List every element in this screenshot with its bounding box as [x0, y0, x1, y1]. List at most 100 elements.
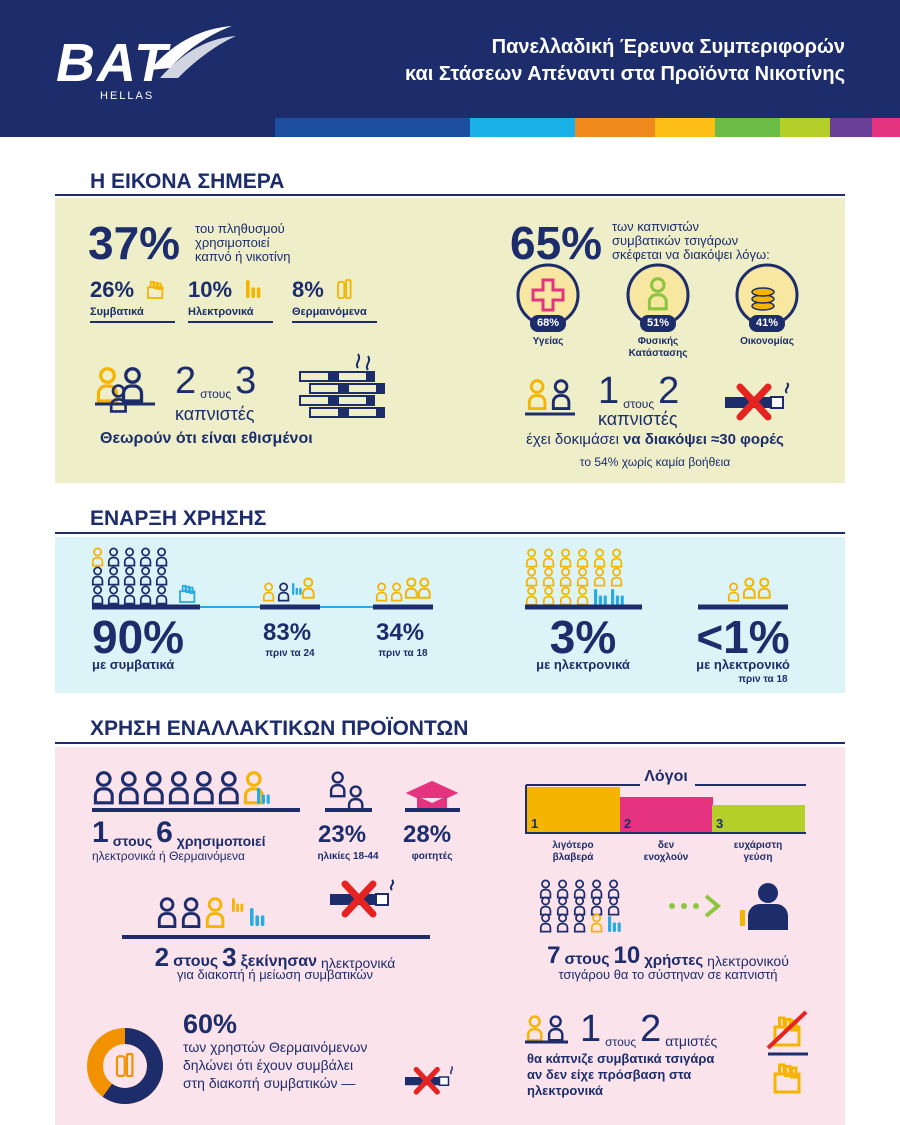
reason-bar [620, 797, 713, 833]
label: λιγότερο [552, 840, 594, 851]
person-head [544, 548, 554, 558]
person-body [123, 594, 136, 605]
text-row: 1 στους 2 [598, 372, 679, 410]
person-icon [139, 566, 152, 586]
person-head [561, 567, 571, 577]
person-head [141, 585, 151, 595]
person-head [120, 771, 137, 787]
logo-sub: HELLAS [100, 90, 155, 102]
person-head [592, 879, 602, 889]
person-icon [155, 585, 168, 605]
logo-swoosh [160, 36, 236, 78]
label: με ηλεκτρονικά [536, 657, 630, 672]
person-body [542, 557, 555, 568]
e-cig-part [236, 903, 239, 912]
no-smoking-icon [725, 382, 790, 421]
person-body [390, 591, 403, 602]
person-icon [610, 548, 623, 568]
person-body [527, 394, 547, 411]
person-icon [573, 879, 586, 899]
person-head [553, 379, 569, 394]
person-icon [218, 771, 239, 805]
label: γεύση [743, 852, 773, 863]
verb: χρήστες [644, 952, 704, 969]
reason-badge [530, 315, 566, 332]
heated-device [337, 280, 346, 299]
person-icon [742, 577, 756, 599]
person-icon [93, 771, 114, 805]
person-head [758, 883, 778, 903]
person-head [109, 585, 119, 595]
person-body [139, 575, 152, 586]
text-row: 7 στους 10 χρήστες ηλεκτρονικού [547, 942, 789, 969]
cigarette-pack-icon [773, 1063, 801, 1094]
numerator: 7 [547, 942, 561, 969]
title: ΧΡΗΣΗ ΕΝΑΛΛΑΚΤΙΚΩΝ ΠΡΟΪΟΝΤΩΝ [90, 717, 469, 740]
person-body [573, 905, 586, 916]
person-body [155, 594, 168, 605]
person-icon [347, 785, 364, 812]
e-cig-icon [292, 583, 302, 595]
person-icon [757, 577, 771, 599]
title: Η ΕΙΚΟΝΑ ΣΗΜΕΡΑ [90, 170, 285, 193]
person-icon [118, 771, 139, 805]
person-icon [610, 567, 623, 587]
cross [736, 383, 772, 421]
person-icon [205, 897, 225, 929]
person-head [612, 567, 622, 577]
person-body [559, 595, 572, 606]
label: ενοχλούν [643, 852, 689, 863]
person-head [93, 547, 103, 557]
person-head [157, 547, 167, 557]
value: 68% [536, 317, 560, 329]
person-body [590, 922, 603, 933]
pack-stick [790, 1066, 798, 1079]
section-bg [55, 198, 845, 483]
person-icon [607, 896, 620, 916]
cigarette-filter [366, 396, 374, 405]
cigarette-filter [328, 396, 336, 405]
person-icon [542, 586, 555, 606]
pack-stick [181, 584, 187, 593]
text-row: 2 στους 3 [175, 362, 256, 400]
logo-swoosh [150, 26, 232, 70]
denominator: 3 [222, 942, 237, 972]
e-cig-part [295, 587, 298, 595]
label: φοιτητές [411, 851, 453, 862]
label: πριν τα 18 [378, 648, 428, 659]
person-head [561, 586, 571, 596]
label: με συμβατικά [92, 657, 175, 672]
person-body [143, 787, 164, 805]
person-body [542, 595, 555, 606]
label: βλαβερά [552, 852, 594, 863]
person-body [757, 587, 771, 599]
person-head [99, 367, 116, 384]
e-cig-part [246, 280, 250, 298]
person-body [539, 905, 552, 916]
person-head [578, 586, 588, 596]
word: στους [112, 833, 153, 849]
e-cig-part [594, 589, 598, 605]
person-head [109, 547, 119, 557]
person-head [575, 879, 585, 889]
text: των χρηστών Θερμαινόμενων [183, 1039, 368, 1055]
person-head [392, 582, 402, 592]
line2: για διακοπή ή μείωση συμβατικών [176, 967, 374, 982]
label: Υγείας [532, 336, 564, 347]
person-body [91, 575, 104, 586]
person-icon [375, 582, 388, 602]
e-cig-part [256, 287, 261, 298]
text: έχει δοκιμάσει [526, 431, 620, 448]
person-head [609, 879, 619, 889]
person-head [649, 277, 666, 293]
person-body [91, 556, 104, 567]
person-icon [593, 548, 606, 568]
person-icon [727, 582, 740, 602]
e-cig-icon [594, 589, 607, 605]
health-icon [531, 278, 565, 312]
person-head [93, 566, 103, 576]
person-body [748, 904, 788, 930]
person-head [744, 577, 755, 588]
group: καπνιστές [598, 409, 678, 429]
text: δηλώνει ότι έχουν συμβάλει [183, 1057, 354, 1073]
